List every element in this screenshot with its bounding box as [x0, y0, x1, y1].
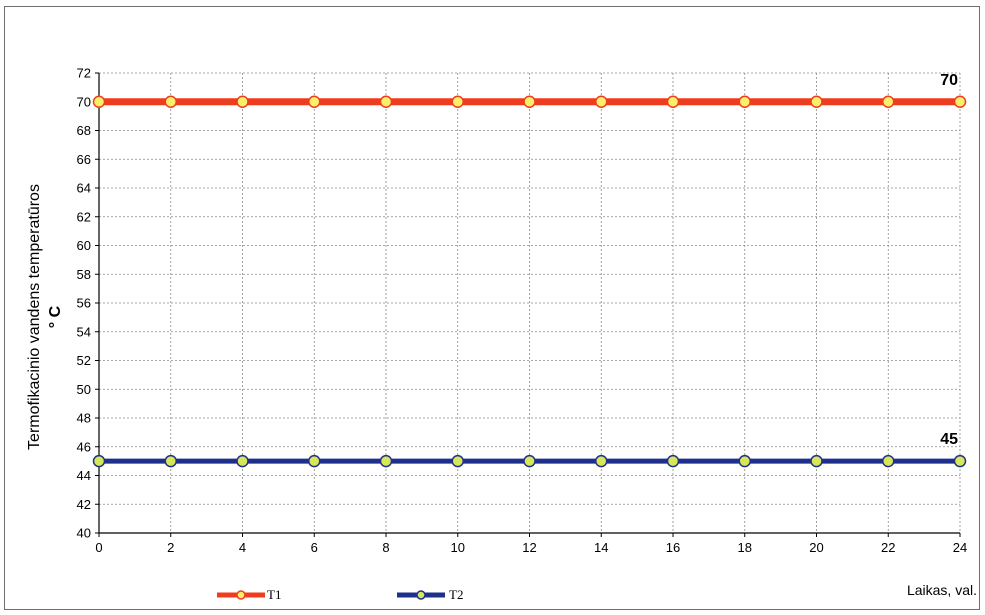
data-point-t2	[92, 454, 106, 468]
x-axis-title: Laikas, val.	[907, 582, 977, 598]
legend-label-t1: T1	[267, 587, 281, 602]
data-point-t1	[882, 95, 895, 108]
x-tick-label: 6	[311, 540, 318, 555]
y-tick-label: 58	[77, 267, 91, 282]
data-point-t2	[308, 454, 321, 468]
data-point-t2	[666, 454, 680, 468]
y-tick-label: 46	[77, 439, 91, 454]
data-point-t1	[451, 95, 464, 108]
legend-item-t1: T1	[217, 587, 281, 602]
data-point-t1	[164, 95, 177, 108]
data-point-t1	[595, 95, 608, 108]
data-point-t1	[738, 95, 751, 108]
data-label-t2: 45	[940, 431, 958, 448]
data-point-t1	[379, 95, 393, 108]
x-tick-label: 10	[451, 540, 465, 555]
x-tick-label: 18	[738, 540, 752, 555]
data-point-t2	[451, 454, 464, 468]
data-labels: 70 45	[940, 72, 958, 448]
x-tick-label: 4	[239, 540, 246, 555]
y-tick-label: 54	[77, 324, 91, 339]
data-point-t1	[953, 95, 967, 108]
data-point-t2	[236, 454, 249, 468]
x-tick-label: 0	[95, 540, 102, 555]
y-axis-title-line2: ° C	[47, 305, 64, 328]
data-point-t1	[308, 95, 321, 108]
data-point-t2	[738, 454, 751, 468]
data-label-t1: 70	[940, 72, 958, 89]
y-tick-label: 70	[77, 94, 91, 109]
data-point-t2	[882, 454, 895, 468]
x-tick-label: 16	[666, 540, 680, 555]
y-tick-label: 60	[77, 238, 91, 253]
y-tick-label: 68	[77, 123, 91, 138]
x-tick-label: 2	[167, 540, 174, 555]
y-tick-label: 72	[77, 66, 91, 81]
x-tick-label: 22	[881, 540, 895, 555]
data-point-t2	[379, 454, 393, 468]
x-tick-label: 8	[382, 540, 389, 555]
data-point-t1	[523, 95, 536, 108]
y-tick-label: 48	[77, 411, 91, 426]
y-tick-label: 50	[77, 382, 91, 397]
x-tick-label: 24	[953, 540, 967, 555]
legend: T1 T2	[217, 587, 463, 602]
data-point-t2	[595, 454, 608, 468]
data-point-t1	[92, 95, 106, 108]
y-tick-label: 44	[77, 468, 91, 483]
data-point-t1	[810, 95, 823, 108]
x-tick-label: 14	[594, 540, 608, 555]
legend-item-t2: T2	[397, 587, 463, 602]
x-tick-label: 12	[522, 540, 536, 555]
y-tick-label: 62	[77, 209, 91, 224]
y-tick-label: 56	[77, 296, 91, 311]
legend-marker-t2	[416, 590, 426, 600]
legend-label-t2: T2	[449, 587, 463, 602]
data-point-t2	[810, 454, 823, 468]
data-point-t1	[236, 95, 249, 108]
data-point-t2	[523, 454, 536, 468]
series-layer	[92, 95, 967, 468]
legend-marker-t1	[236, 590, 246, 600]
chart-frame: 40 42 44 46 48 50 52 54 56 58 60 62 64 66 68 70 72 0 2 4 6 8 1…	[4, 6, 980, 610]
data-point-t2	[164, 454, 177, 468]
y-tick-label: 52	[77, 353, 91, 368]
data-point-t1	[666, 95, 680, 108]
y-tick-label: 40	[77, 526, 91, 541]
data-point-t2	[953, 454, 967, 468]
y-tick-label: 66	[77, 152, 91, 167]
y-tick-label: 42	[77, 497, 91, 512]
y-axis-title-line1: Termofikacinio vandens temperatūros	[26, 184, 43, 450]
x-tick-label: 20	[809, 540, 823, 555]
y-tick-label: 64	[77, 181, 91, 196]
